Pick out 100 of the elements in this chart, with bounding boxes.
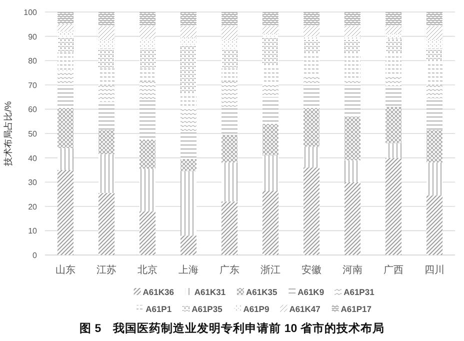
bar: [58, 24, 74, 32]
bar: [262, 190, 278, 255]
y-tick-label: 50: [28, 130, 38, 138]
bar: [304, 76, 320, 85]
bar: [344, 40, 360, 54]
bar: [58, 170, 74, 255]
bar: [222, 162, 238, 202]
bar: [180, 159, 196, 172]
bar: [140, 25, 156, 39]
bar: [58, 148, 74, 170]
y-tick-label: 20: [28, 202, 38, 212]
bar: [304, 40, 320, 54]
bar: [386, 158, 402, 255]
bar: [344, 116, 360, 160]
bar: [344, 182, 360, 255]
bar: [98, 154, 114, 194]
legend-label: A61P35: [192, 304, 223, 314]
bar: [386, 106, 402, 144]
bar: [180, 44, 196, 94]
bar: [98, 193, 114, 255]
bar: [222, 25, 238, 40]
bar: [344, 12, 360, 26]
bar: [386, 25, 402, 34]
x-tick-label: 江苏: [96, 264, 116, 276]
y-tick-label: 40: [28, 154, 38, 163]
y-tick-label: 10: [28, 226, 38, 236]
bar: [98, 84, 114, 102]
bar: [262, 34, 278, 38]
bar: [386, 38, 402, 54]
bar: [304, 36, 320, 40]
x-tick-label: 北京: [138, 264, 158, 276]
bar: [426, 12, 442, 26]
bar: [58, 108, 74, 148]
legend-label: A61K47: [289, 304, 321, 314]
bar: [262, 124, 278, 156]
bar: [386, 12, 402, 26]
bar: [58, 12, 74, 24]
bar: [140, 211, 156, 255]
x-tick-label: 广西: [384, 264, 404, 276]
legend-label: A61P9: [243, 304, 270, 314]
y-tick-label: 0: [32, 251, 38, 260]
x-tick-label: 广东: [220, 264, 240, 276]
bar: [304, 12, 320, 26]
bar: [426, 84, 442, 98]
bar: [98, 130, 114, 154]
bar: [222, 134, 238, 163]
y-tick-label: 30: [28, 178, 38, 188]
bar: [98, 48, 114, 68]
legend-label: A61P31: [344, 287, 375, 297]
bar: [262, 38, 278, 66]
bar: [262, 84, 278, 98]
y-tick-label: 70: [28, 80, 38, 90]
bar: [304, 168, 320, 255]
bar: [304, 108, 320, 147]
bar: [222, 81, 238, 107]
bar: [426, 195, 442, 255]
bar: [58, 70, 74, 85]
text: 图 5 我国医药制造业发明专利申请前 10 省市的技术布局: [80, 321, 384, 335]
x-tick-label: 山东: [56, 264, 76, 276]
bar: [262, 12, 278, 26]
bar: [304, 146, 320, 168]
bar: [140, 81, 156, 100]
bar: [58, 38, 74, 52]
y-tick-label: 90: [28, 32, 38, 42]
bar: [140, 168, 156, 212]
legend-label: A61P1: [146, 304, 172, 314]
bar: [222, 12, 238, 26]
bar: [98, 12, 114, 26]
bar: [344, 160, 360, 182]
bar: [262, 25, 278, 34]
legend-label: A61K35: [246, 287, 278, 297]
bar: [58, 31, 74, 38]
legend-label: A61K31: [194, 287, 226, 297]
bar: [426, 130, 442, 163]
bar: [386, 75, 402, 86]
bar: [304, 25, 320, 36]
bar: [140, 12, 156, 26]
y-tick-label: 80: [28, 56, 38, 66]
x-tick-label: 上海: [178, 264, 198, 276]
bar: [222, 50, 238, 68]
bar: [180, 12, 196, 26]
bar: [140, 48, 156, 68]
x-tick-label: 四川: [424, 264, 444, 276]
bar: [426, 48, 442, 62]
y-tick-label: 100: [24, 8, 38, 17]
y-axis-title: 技术布局占比/%: [3, 101, 13, 167]
y-tick-label: 60: [28, 105, 38, 114]
x-tick-label: 浙江: [260, 264, 280, 276]
bar: [386, 143, 402, 158]
bar: [344, 36, 360, 40]
bar: [426, 25, 442, 40]
bar: [222, 202, 238, 255]
legend-label: A61K9: [298, 287, 324, 297]
bar: [180, 25, 196, 38]
bar: [98, 25, 114, 40]
bar: [386, 34, 402, 39]
bar: [180, 171, 196, 236]
bar: [344, 25, 360, 36]
legend-label: A61K36: [142, 287, 174, 297]
bar: [180, 236, 196, 255]
